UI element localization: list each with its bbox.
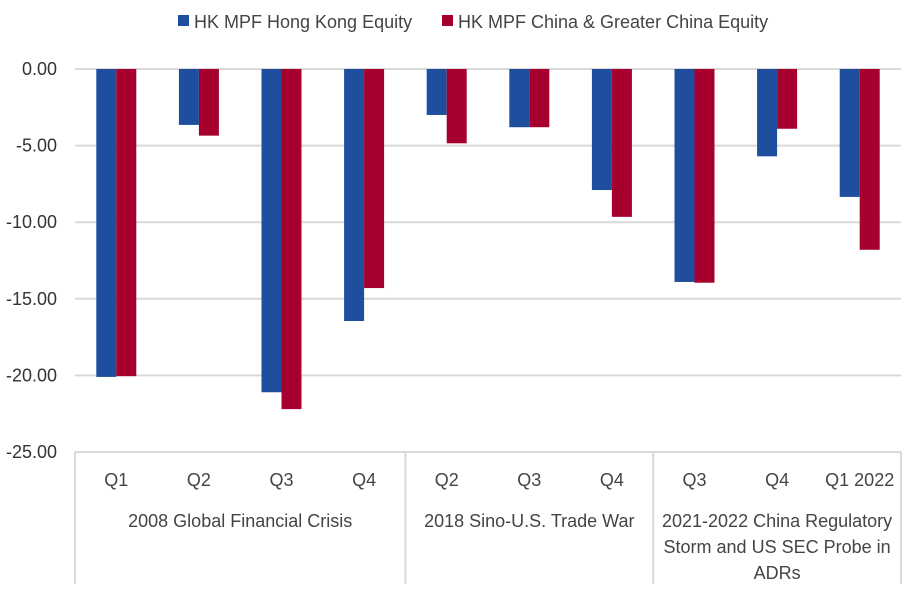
x-group-label: 2021-2022 China Regulatory [662,511,892,531]
x-group-label: Storm and US SEC Probe in [664,537,891,557]
x-category-label: Q4 [600,470,624,490]
bar-china-equity [198,69,219,136]
bar-china-equity [281,69,302,410]
x-category-label: Q1 2022 [825,470,894,490]
legend-label-china-equity: HK MPF China & Greater China Equity [458,12,768,32]
x-group-label: ADRs [754,563,801,583]
bar-china-equity [446,69,467,144]
y-tick-label: -10.00 [6,212,57,232]
y-axis-ticks: 0.00 -5.00 -10.00 -15.00 -20.00 -25.00 [6,59,57,462]
x-category-label: Q3 [517,470,541,490]
bar-hk-equity [757,69,778,157]
x-category-label: Q1 [104,470,128,490]
bar-china-equity [611,69,632,217]
bar-china-equity [777,69,798,129]
x-group-label: 2008 Global Financial Crisis [128,511,352,531]
y-tick-label: 0.00 [22,59,57,79]
x-category-label: Q3 [269,470,293,490]
x-group-label: 2018 Sino-U.S. Trade War [424,511,634,531]
x-category-label: Q4 [352,470,376,490]
x-axis: Q1 Q2 Q3 Q4 Q2 Q3 Q4 Q3 Q4 Q1 2022 2008 Global Fin… [74,451,902,584]
legend: HK MPF Hong Kong Equity HK MPF China & G… [178,12,768,32]
bar-hk-equity [839,69,860,197]
bar-hk-equity [96,69,117,377]
bar-china-equity [364,69,385,289]
y-tick-label: -25.00 [6,442,57,462]
bar-hk-equity [426,69,447,115]
bar-hk-equity [509,69,530,128]
y-tick-label: -5.00 [16,136,57,156]
bar-hk-equity [178,69,199,125]
bar-hk-equity [261,69,282,393]
bar-hk-equity [674,69,695,282]
x-category-label: Q4 [765,470,789,490]
bar-china-equity [116,69,137,377]
bar-china-equity [529,69,550,128]
legend-swatch-china-equity [442,15,453,26]
x-category-label: Q3 [682,470,706,490]
bars [96,69,880,410]
bar-hk-equity [591,69,612,191]
y-tick-label: -15.00 [6,289,57,309]
bar-china-equity [859,69,880,250]
x-category-label: Q2 [187,470,211,490]
legend-label-hk-equity: HK MPF Hong Kong Equity [194,12,412,32]
y-tick-label: -20.00 [6,365,57,385]
x-category-label: Q2 [435,470,459,490]
bar-china-equity [694,69,715,283]
bar-hk-equity [344,69,365,322]
legend-swatch-hk-equity [178,15,189,26]
